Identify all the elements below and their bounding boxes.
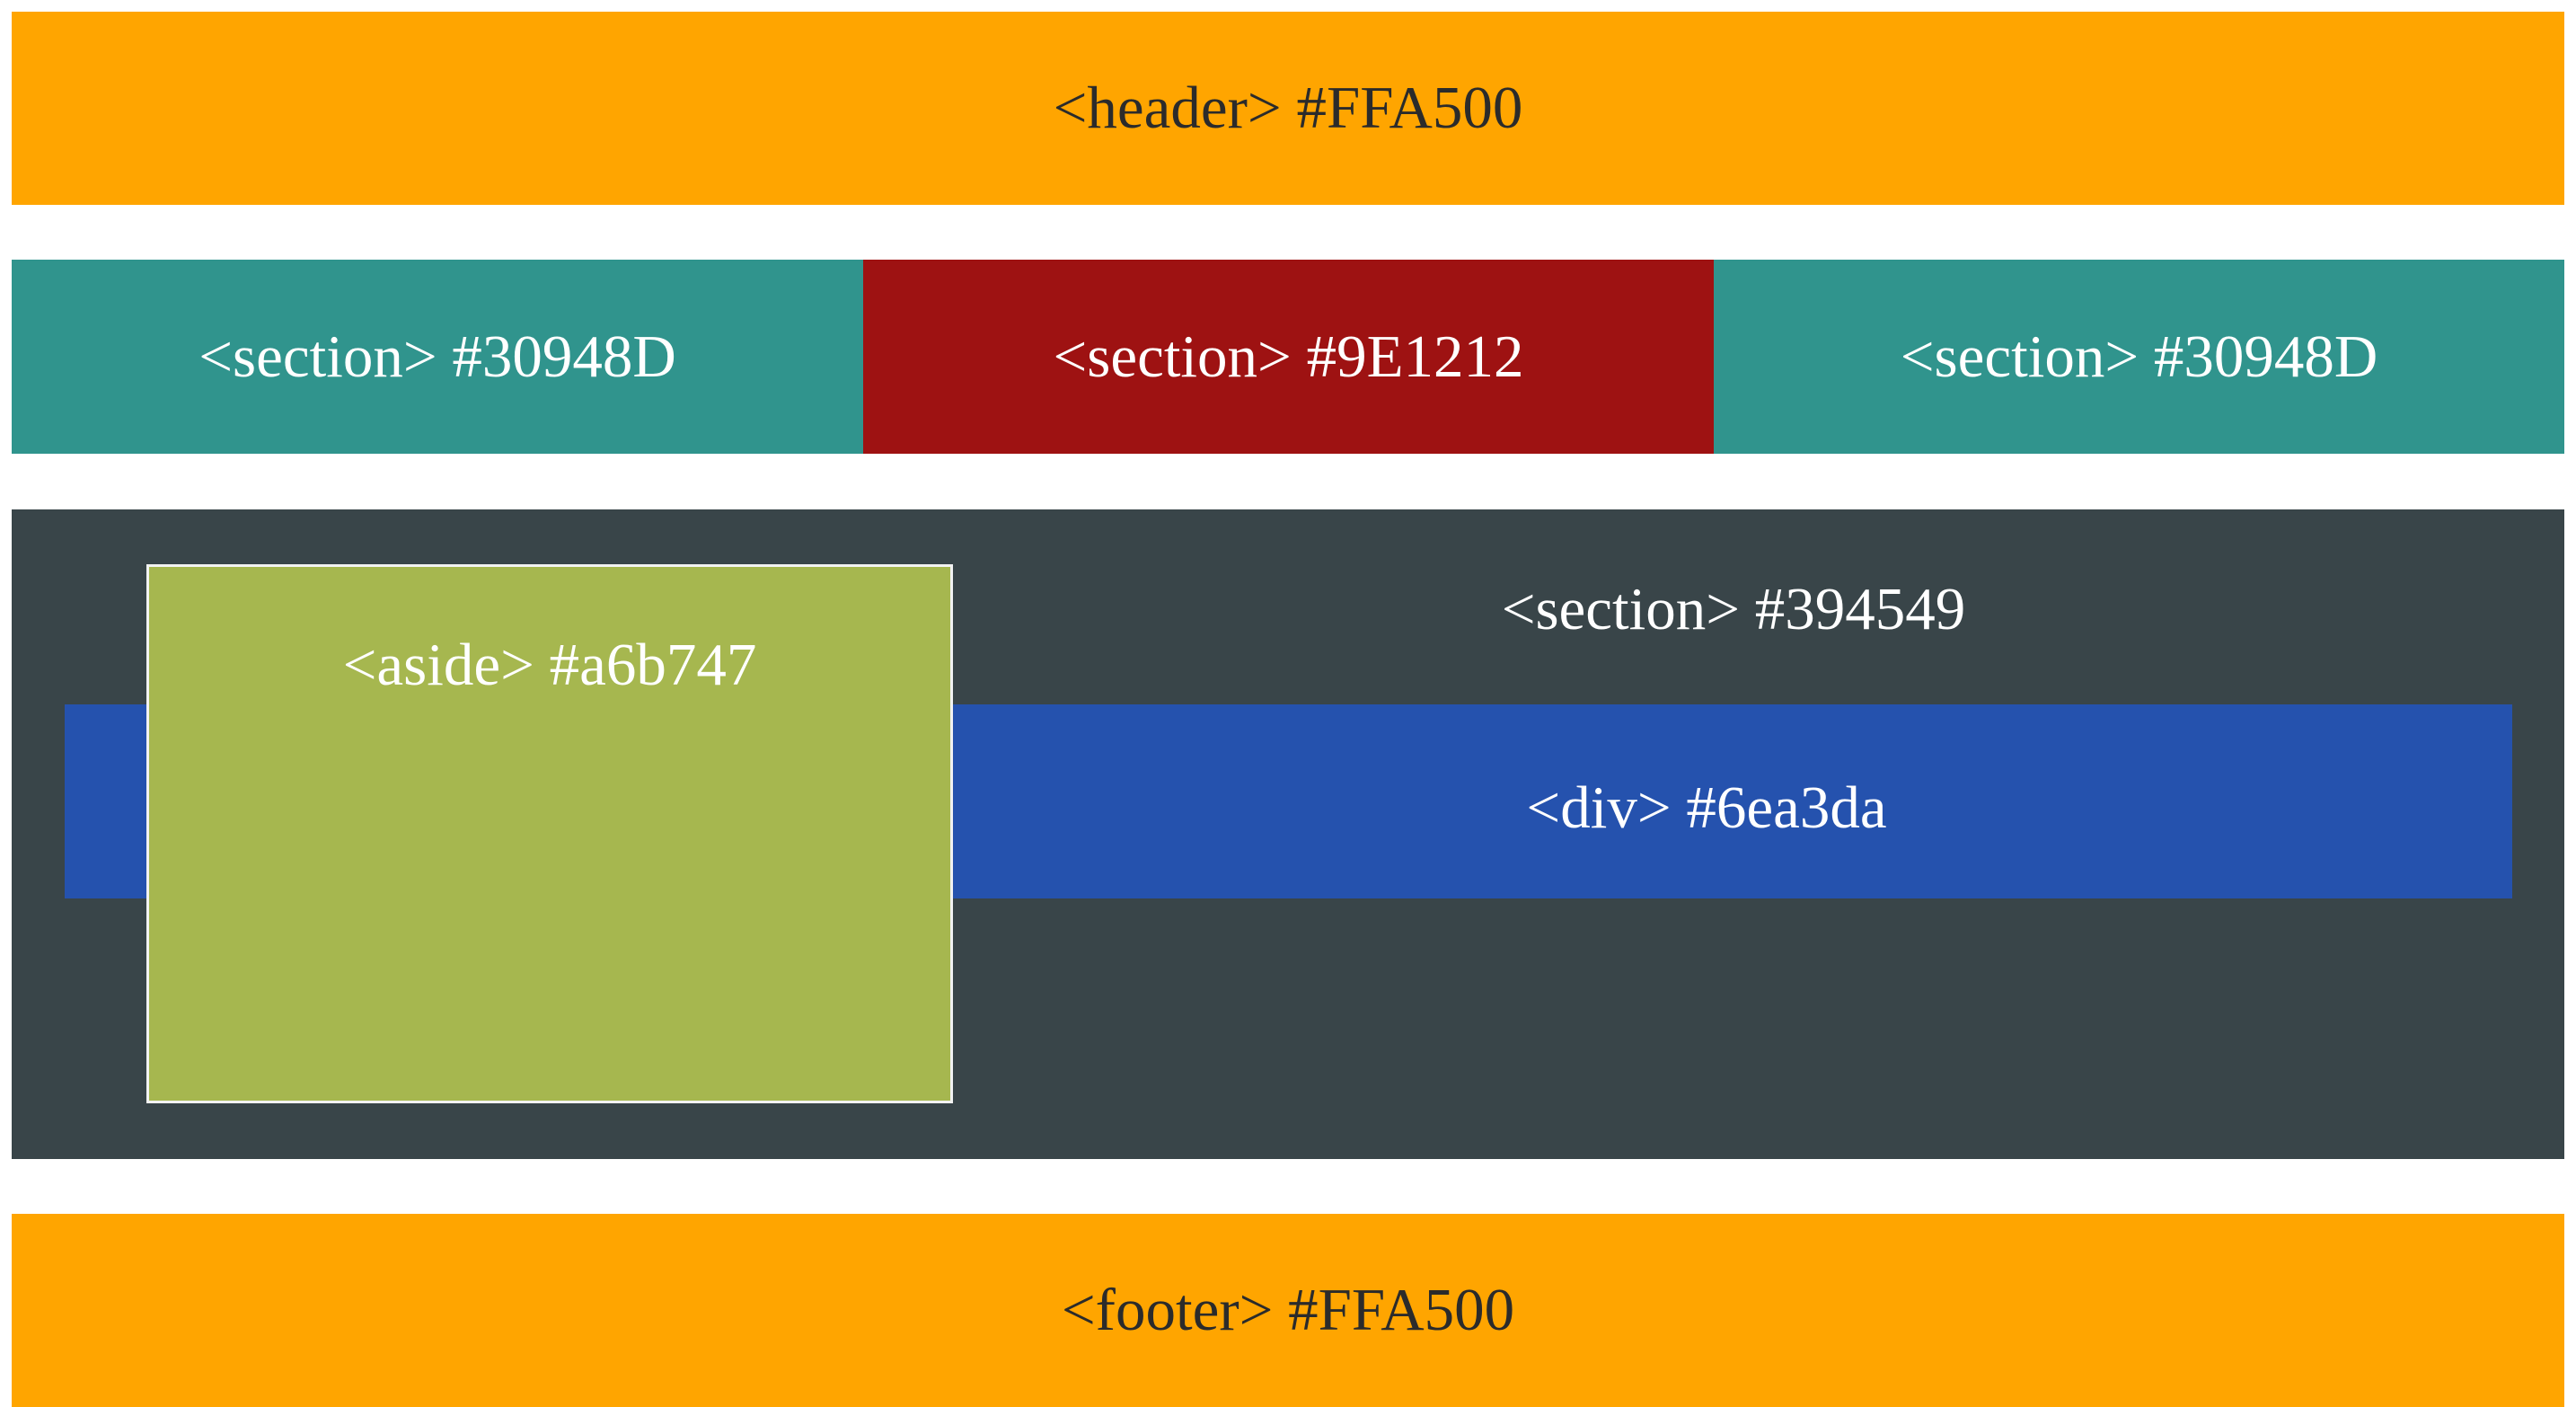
- section-middle: <section> #9E1212: [863, 260, 1714, 454]
- footer-block: <footer> #FFA500: [12, 1214, 2564, 1407]
- section-right: <section> #30948D: [1714, 260, 2564, 454]
- footer-label: <footer> #FFA500: [1062, 1280, 1514, 1341]
- section-right-label: <section> #30948D: [1901, 327, 2378, 387]
- aside-label: <aside> #a6b747: [343, 635, 757, 695]
- section-middle-label: <section> #9E1212: [1053, 327, 1523, 387]
- section-left-label: <section> #30948D: [198, 327, 676, 387]
- header-block: <header> #FFA500: [12, 12, 2564, 205]
- aside-block: <aside> #a6b747: [146, 564, 953, 1103]
- section-left: <section> #30948D: [12, 260, 863, 454]
- header-label: <header> #FFA500: [1054, 78, 1523, 138]
- inner-div-label: <div> #6ea3da: [952, 774, 2461, 843]
- main-section-label: <section> #394549: [1473, 575, 1994, 644]
